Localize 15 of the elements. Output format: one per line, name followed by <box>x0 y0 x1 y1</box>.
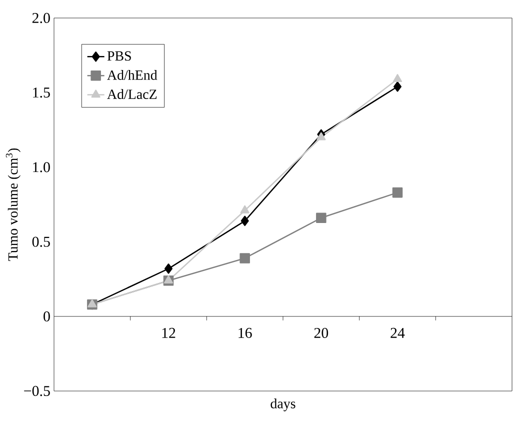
y-tick-label: 1.5 <box>33 88 50 98</box>
y-axis-title: Tumo volume (cm$^{3}$) <box>6 148 21 261</box>
x-tick-label: 20 <box>314 328 328 338</box>
y-tick-label: 0 <box>44 311 50 322</box>
x-axis-title: days <box>270 398 296 412</box>
y-tick-label: 2.0 <box>32 12 50 24</box>
y-tick-label: 1.0 <box>33 162 50 172</box>
x-tick-label: 24 <box>390 328 405 338</box>
legend-label: Ad/LacZ <box>107 89 157 99</box>
y-tick-label: 0.5 <box>32 236 50 247</box>
legend-label: Ad/hEnd <box>107 70 158 80</box>
legend-label: PBS <box>107 51 131 61</box>
x-tick-label: 16 <box>238 328 252 338</box>
y-tick-label: −0.5 <box>24 386 50 396</box>
x-tick-label: 12 <box>162 328 176 338</box>
